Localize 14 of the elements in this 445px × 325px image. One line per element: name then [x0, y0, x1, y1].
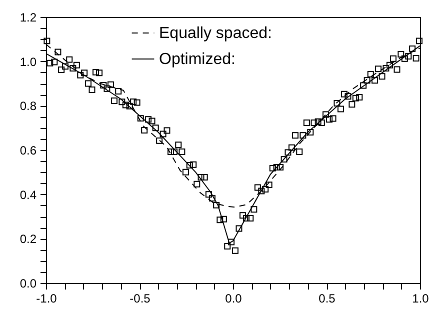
x-tick-label: 0.0 — [225, 292, 242, 306]
y-tick-label: 1.2 — [20, 10, 37, 24]
x-tick-label: 0.5 — [318, 292, 336, 306]
y-tick-label: 1.0 — [20, 54, 37, 69]
y-tick-label: 0.8 — [20, 99, 37, 114]
x-tick-label: -1.0 — [36, 292, 58, 306]
y-tick-label: 0.6 — [20, 144, 37, 158]
legend-label: Equally spaced: — [159, 25, 272, 42]
x-tick-label: 1.0 — [412, 292, 430, 306]
y-tick-label: 0.0 — [20, 276, 37, 290]
x-tick-label: -0.5 — [130, 292, 151, 306]
y-tick-label: 0.2 — [20, 232, 37, 246]
legend-label: Optimized: — [159, 51, 236, 68]
y-tick-label: 0.4 — [20, 188, 37, 202]
